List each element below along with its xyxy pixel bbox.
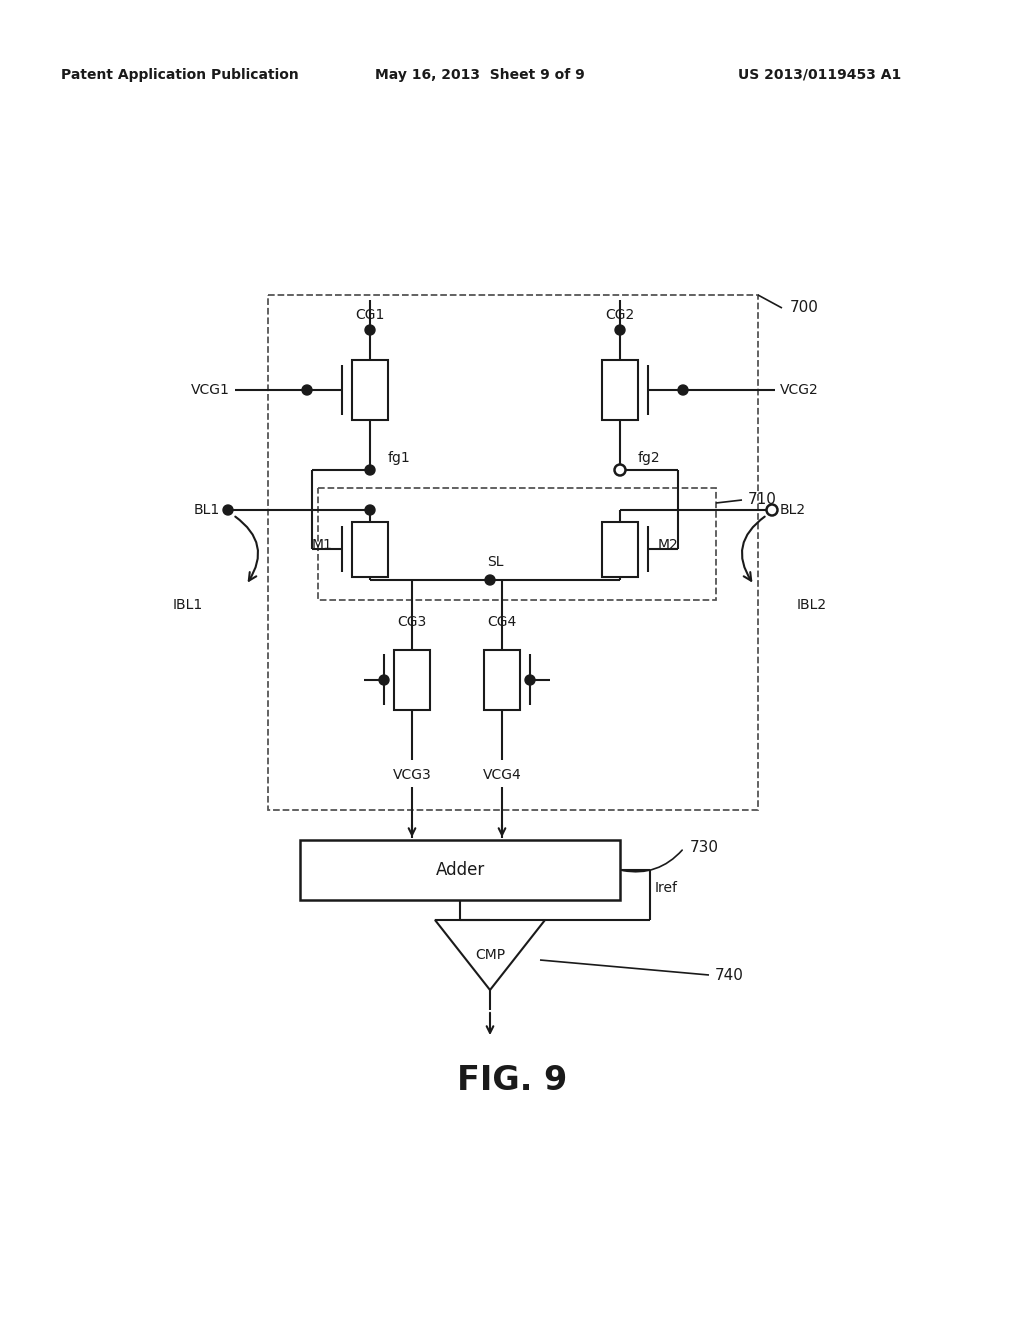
Bar (268, 294, 758, 810)
Text: CG2: CG2 (605, 308, 635, 322)
Text: Iref: Iref (655, 880, 678, 895)
Circle shape (485, 576, 495, 585)
Circle shape (614, 465, 626, 475)
Text: IBL2: IBL2 (797, 598, 827, 612)
Text: 700: 700 (790, 301, 819, 315)
Text: CMP: CMP (475, 948, 505, 962)
Text: FIG. 9: FIG. 9 (457, 1064, 567, 1097)
Bar (318, 488, 716, 601)
Circle shape (302, 385, 312, 395)
Text: SL: SL (486, 554, 503, 569)
Text: CG4: CG4 (487, 615, 517, 630)
Text: fg2: fg2 (638, 451, 660, 465)
Circle shape (365, 465, 375, 475)
Text: CG1: CG1 (355, 308, 385, 322)
Text: VCG3: VCG3 (392, 768, 431, 781)
Bar (484, 649, 520, 710)
Text: CG3: CG3 (397, 615, 427, 630)
Circle shape (767, 504, 777, 516)
Text: 730: 730 (690, 841, 719, 855)
Text: 740: 740 (715, 968, 743, 982)
Text: IBL1: IBL1 (173, 598, 203, 612)
Text: VCG4: VCG4 (482, 768, 521, 781)
Circle shape (365, 325, 375, 335)
Circle shape (678, 385, 688, 395)
Circle shape (365, 506, 375, 515)
Bar (394, 649, 430, 710)
Text: US 2013/0119453 A1: US 2013/0119453 A1 (738, 69, 901, 82)
Bar (352, 521, 388, 577)
Text: May 16, 2013  Sheet 9 of 9: May 16, 2013 Sheet 9 of 9 (375, 69, 585, 82)
Bar (300, 840, 620, 900)
Circle shape (223, 506, 233, 515)
Text: VCG1: VCG1 (191, 383, 230, 397)
Circle shape (615, 325, 625, 335)
Text: M2: M2 (657, 539, 678, 552)
Text: M1: M1 (311, 539, 333, 552)
Text: fg1: fg1 (388, 451, 411, 465)
Text: Adder: Adder (435, 861, 484, 879)
Circle shape (525, 675, 535, 685)
Bar (602, 360, 638, 420)
Bar (602, 521, 638, 577)
Text: Patent Application Publication: Patent Application Publication (61, 69, 299, 82)
Text: 710: 710 (748, 492, 777, 507)
Circle shape (379, 675, 389, 685)
Text: VCG2: VCG2 (780, 383, 819, 397)
Text: BL2: BL2 (780, 503, 806, 517)
Text: BL1: BL1 (194, 503, 220, 517)
Bar (352, 360, 388, 420)
